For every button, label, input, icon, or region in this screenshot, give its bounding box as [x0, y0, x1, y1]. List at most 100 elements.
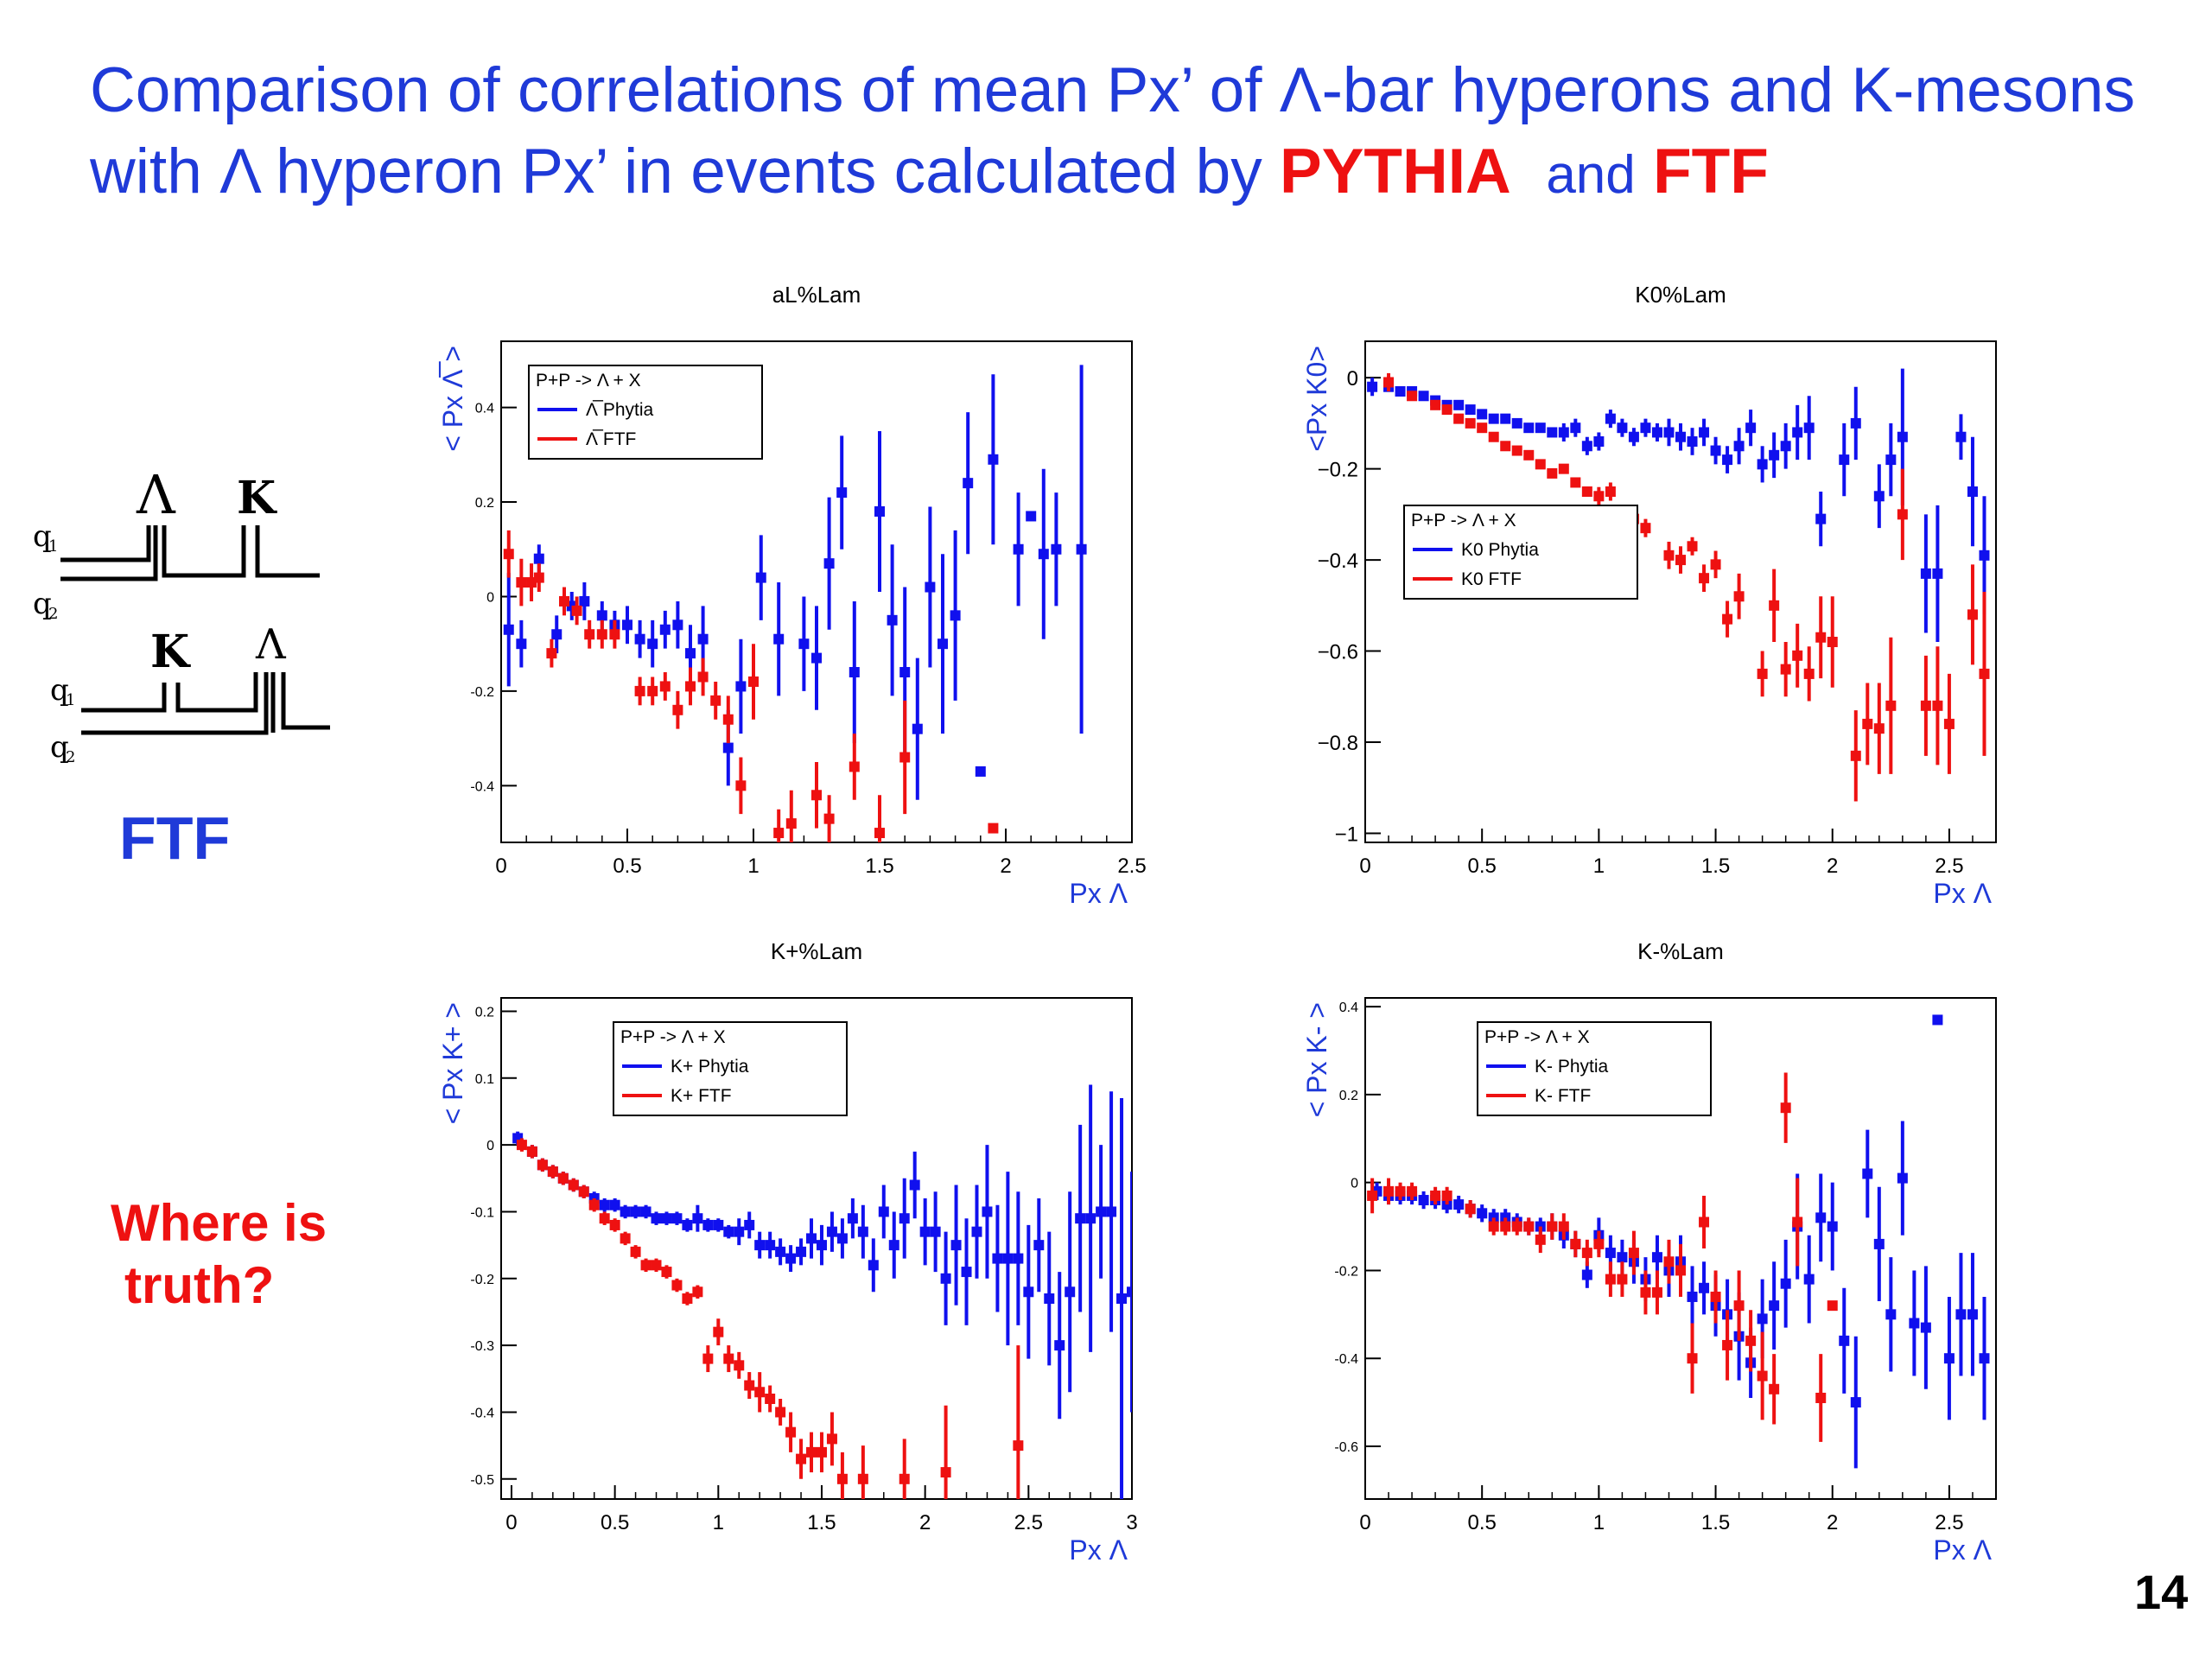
data-point	[1687, 1291, 1698, 1302]
data-point	[1367, 1190, 1378, 1201]
data-point	[1535, 422, 1546, 434]
legend-entry: K0 Phytia	[1461, 540, 1539, 560]
data-point	[1593, 491, 1605, 502]
data-point	[685, 648, 696, 659]
data-point	[1955, 1309, 1967, 1320]
data-point	[1780, 1102, 1791, 1114]
data-point	[971, 1226, 982, 1237]
data-point	[1651, 1286, 1662, 1298]
diagram-q1-bottom: q	[50, 673, 69, 708]
data-point	[899, 667, 911, 678]
data-point	[754, 1240, 766, 1251]
data-point	[1932, 1014, 1943, 1026]
y-tick-label: −0.2	[1318, 459, 1358, 482]
data-point	[1617, 1252, 1628, 1263]
data-point	[647, 685, 658, 696]
x-tick-label: 0	[495, 854, 506, 878]
data-point	[1038, 549, 1049, 560]
data-point	[798, 638, 810, 650]
data-point	[503, 624, 514, 635]
data-point	[547, 1166, 558, 1178]
data-point	[1873, 1238, 1885, 1249]
chart-K0-Lam: K0%Lam 0 0.5 1 1.5 2 2.5 −1 −0.8 −0.6 −0.4 −0.2 0 Px …	[1270, 268, 2160, 924]
data-point	[609, 629, 620, 640]
data-point	[1127, 1286, 1132, 1298]
data-point	[1710, 1291, 1721, 1302]
data-point	[868, 1260, 879, 1271]
data-point	[734, 1226, 745, 1237]
x-tick-label: 1	[1593, 854, 1605, 878]
chart-title: K0%Lam	[1635, 282, 1726, 308]
legend-header: P+P -> Λ + X	[536, 371, 641, 391]
data-point	[940, 1273, 951, 1284]
data-point	[622, 619, 632, 631]
data-point	[975, 765, 986, 777]
data-point	[899, 752, 911, 763]
data-point	[1013, 543, 1024, 555]
y-axis-label: < Px Λ̅ >	[437, 346, 468, 452]
y-axis-label: <Px K0>	[1301, 346, 1332, 452]
legend: P+P -> Λ + X K- Phytia K- FTF	[1477, 1021, 1712, 1116]
data-point	[1570, 1238, 1581, 1249]
data-point	[1581, 1248, 1592, 1259]
data-point	[849, 761, 860, 772]
data-point	[692, 1213, 703, 1224]
data-point	[1675, 1265, 1686, 1276]
data-point	[1979, 668, 1990, 679]
data-point	[811, 790, 822, 801]
x-tick-label: 2.5	[1935, 1511, 1963, 1534]
data-point	[1465, 1204, 1476, 1215]
data-point	[735, 780, 747, 791]
data-point	[1687, 541, 1698, 552]
truth-question-line1: Where is	[111, 1194, 327, 1252]
data-point	[1873, 723, 1885, 734]
data-point	[1085, 1213, 1096, 1224]
data-point	[1780, 1278, 1791, 1289]
data-point	[744, 1219, 755, 1230]
data-point	[1803, 668, 1815, 679]
x-tick-label: 0.5	[1467, 854, 1496, 878]
x-tick-label: 2.5	[1935, 854, 1963, 878]
data-point	[1769, 449, 1780, 461]
data-point	[735, 681, 747, 692]
data-point	[1757, 668, 1768, 679]
data-point	[963, 478, 974, 489]
data-point	[785, 818, 797, 829]
data-point	[1640, 422, 1651, 434]
data-point	[1096, 1206, 1107, 1217]
y-tick-label: 0	[1351, 1177, 1358, 1191]
data-point	[773, 828, 785, 839]
y-tick-label: 0.1	[475, 1072, 494, 1087]
data-point	[1523, 449, 1535, 461]
data-point	[823, 813, 835, 824]
data-point	[1792, 427, 1803, 438]
data-point	[950, 610, 961, 621]
data-point	[1920, 700, 1931, 711]
diagram-lines-bottom	[81, 672, 330, 735]
data-point	[775, 1407, 786, 1418]
data-point	[1640, 523, 1651, 534]
series-phytia	[503, 365, 1087, 800]
y-tick-label: -0.6	[1334, 1440, 1358, 1455]
data-point	[1967, 1309, 1978, 1320]
data-point	[988, 823, 999, 834]
legend-entry: K+ Phytia	[671, 1057, 749, 1077]
data-point	[899, 1473, 910, 1484]
data-point	[1780, 441, 1791, 452]
data-point	[1075, 1213, 1086, 1224]
data-point	[692, 1286, 703, 1298]
data-point	[796, 1246, 807, 1257]
legend-header: P+P -> Λ + X	[1484, 1027, 1590, 1047]
data-point	[816, 1240, 827, 1251]
data-point	[1453, 1199, 1465, 1210]
series-k0-phytia	[1367, 368, 1990, 642]
legend-header: P+P -> Λ + X	[1411, 511, 1516, 530]
data-point	[1116, 1293, 1128, 1304]
data-point	[1477, 422, 1488, 434]
data-point	[1418, 391, 1429, 402]
data-point	[857, 1226, 868, 1237]
data-point	[533, 572, 544, 583]
y-tick-label: 0	[486, 1139, 494, 1153]
data-point	[634, 633, 645, 645]
data-point	[722, 742, 734, 753]
